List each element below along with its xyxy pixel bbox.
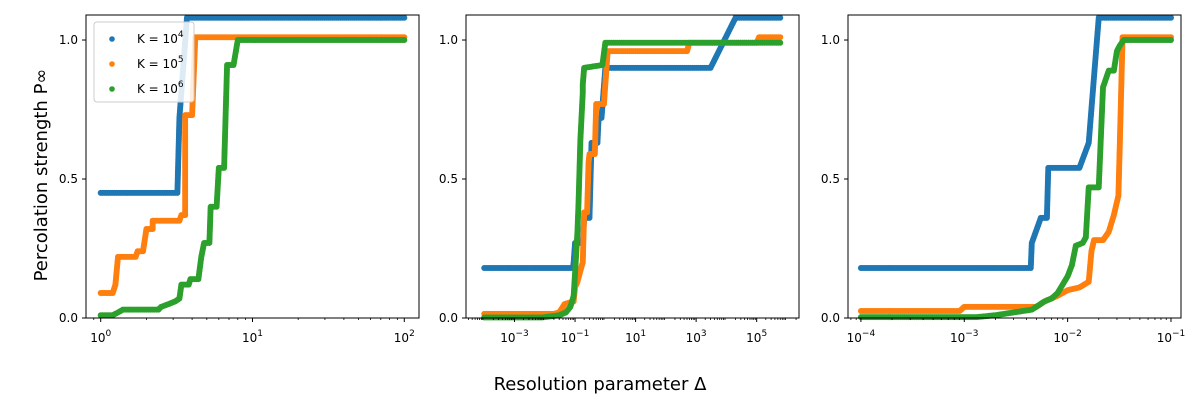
x-tick-label: 10−3: [950, 329, 979, 345]
data-point: [401, 37, 408, 44]
panel-3: 0.0 0.5 1.0 10−4 10−3 10−2 10−1: [821, 14, 1186, 345]
x-tick-label: 102: [394, 329, 415, 345]
legend-marker-k5: [109, 61, 115, 67]
x-tick-label: 10−4: [847, 329, 876, 345]
x-tick-label: 101: [625, 329, 646, 345]
y-tick-label: 0.0: [821, 311, 840, 325]
axes-frame: [847, 14, 1182, 319]
y-tick-label: 1.0: [59, 33, 78, 47]
y-tick-label: 0.5: [59, 172, 78, 186]
legend-label-k4: K = 104: [137, 30, 184, 46]
axes-frame: [465, 14, 800, 319]
panel-2: 0.0 0.5 1.0 10−3 10−1 101 103 105: [439, 14, 800, 345]
x-tick-label: 10−1: [1157, 329, 1186, 345]
x-tick-label: 10−2: [1053, 329, 1082, 345]
legend-marker-k6: [109, 86, 115, 92]
legend-label-k5: K = 105: [137, 55, 184, 71]
data-point: [1167, 14, 1174, 21]
y-tick-label: 0.0: [439, 311, 458, 325]
x-axis-title: Resolution parameter Δ: [494, 374, 708, 395]
legend-marker-k4: [109, 36, 115, 42]
series-k6-p2: [481, 39, 784, 321]
legend-frame: [93, 21, 195, 103]
x-tick-label: 10−1: [561, 329, 590, 345]
series-k5-p3: [857, 34, 1174, 315]
series-k4-p3: [857, 14, 1174, 271]
y-tick-label: 0.0: [59, 311, 78, 325]
data-point: [1167, 37, 1174, 44]
y-tick-label: 1.0: [439, 33, 458, 47]
data-point: [777, 39, 784, 46]
data-point: [777, 14, 784, 21]
y-tick-label: 1.0: [821, 33, 840, 47]
y-tick-label: 0.5: [821, 172, 840, 186]
x-tick-label: 105: [746, 329, 767, 345]
x-tick-label: 100: [90, 329, 111, 345]
x-tick-label: 101: [242, 329, 263, 345]
x-tick-label: 103: [686, 329, 707, 345]
x-tick-label: 10−3: [500, 329, 529, 345]
y-axis-title: Percolation strength P∞: [31, 69, 52, 282]
legend-label-k6: K = 106: [137, 80, 184, 96]
series-k6-p3: [857, 37, 1174, 321]
legend: K = 104 K = 105 K = 106: [93, 21, 195, 103]
data-point: [777, 34, 784, 41]
series-k5-p2: [481, 34, 784, 317]
data-point: [401, 14, 408, 21]
y-tick-label: 0.5: [439, 172, 458, 186]
series-k6-p1: [97, 37, 408, 319]
